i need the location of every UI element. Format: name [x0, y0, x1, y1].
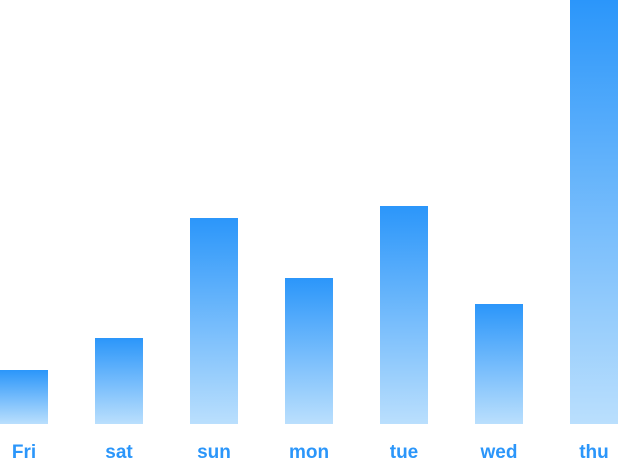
x-axis-labels: Fri sat sun mon tue wed thu: [12, 442, 609, 462]
x-tick-label-wed: wed: [480, 442, 518, 462]
x-tick-label-sat: sat: [105, 442, 133, 462]
bar-tue: [380, 206, 428, 424]
bar-sun: [190, 218, 238, 424]
bar-sat: [95, 338, 143, 424]
x-tick-label-thu: thu: [579, 442, 609, 462]
x-tick-label-sun: sun: [197, 442, 231, 462]
bar-fri: [0, 370, 48, 424]
bar-mon: [285, 278, 333, 424]
bar-wed: [475, 304, 523, 424]
x-tick-label-mon: mon: [289, 442, 329, 462]
x-tick-label-tue: tue: [390, 442, 419, 462]
x-tick-label-fri: Fri: [12, 442, 36, 462]
bars-group: [0, 0, 618, 424]
bar-thu: [570, 0, 618, 424]
